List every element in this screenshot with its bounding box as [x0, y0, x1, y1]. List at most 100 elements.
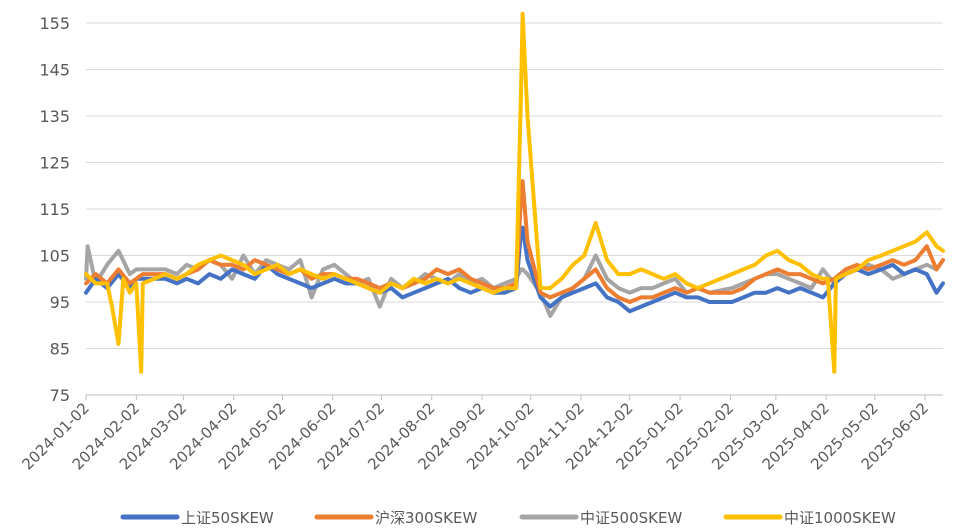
- data-point: [765, 292, 767, 294]
- x-axis: 2024-01-022024-02-022024-03-022024-04-02…: [18, 394, 943, 473]
- data-point: [142, 273, 144, 275]
- data-point: [903, 273, 905, 275]
- data-point: [867, 273, 869, 275]
- data-point: [142, 282, 144, 284]
- data-point: [470, 282, 472, 284]
- data-point: [629, 301, 631, 303]
- y-tick-label: 85: [50, 340, 70, 359]
- data-point: [640, 287, 642, 289]
- data-point: [186, 264, 188, 266]
- data-point: [492, 287, 494, 289]
- data-point: [242, 264, 244, 266]
- data-point: [617, 301, 620, 303]
- data-point: [447, 282, 449, 284]
- data-point: [197, 268, 199, 270]
- series-line-0: [84, 225, 945, 314]
- data-point: [401, 296, 404, 298]
- data-point: [299, 268, 301, 270]
- data-point: [549, 287, 551, 289]
- data-point: [651, 287, 654, 289]
- data-point: [311, 278, 313, 280]
- data-point: [424, 282, 426, 284]
- data-point: [822, 282, 824, 284]
- data-point: [135, 278, 137, 280]
- y-tick-label: 145: [39, 61, 70, 80]
- data-point: [629, 273, 631, 275]
- data-point: [95, 278, 97, 280]
- data-point: [504, 292, 506, 294]
- data-point: [822, 296, 824, 298]
- data-point: [539, 296, 542, 298]
- data-point: [799, 287, 801, 289]
- data-point: [106, 282, 108, 284]
- data-point: [311, 296, 313, 298]
- data-point: [914, 268, 917, 270]
- data-point: [197, 282, 199, 284]
- data-point: [220, 278, 222, 280]
- data-point: [345, 278, 347, 280]
- data-point: [85, 273, 87, 275]
- data-point: [572, 292, 574, 294]
- data-point: [617, 296, 620, 298]
- data-point: [436, 278, 438, 280]
- data-point: [583, 278, 585, 280]
- data-point: [799, 273, 801, 275]
- data-point: [742, 282, 745, 284]
- data-point: [697, 296, 699, 298]
- data-point: [481, 278, 483, 280]
- data-point: [629, 310, 631, 312]
- data-point: [522, 227, 524, 229]
- data-point: [880, 264, 882, 266]
- data-point: [663, 296, 665, 298]
- data-point: [606, 287, 608, 289]
- data-point: [583, 254, 585, 257]
- data-point: [276, 268, 279, 270]
- data-point: [549, 296, 551, 298]
- y-axis-tick-labels: 75 85 95 105 115 125 135 145 155: [39, 14, 70, 405]
- data-point: [640, 306, 642, 308]
- data-point: [390, 278, 392, 280]
- data-point: [231, 264, 233, 266]
- data-point: [288, 268, 290, 270]
- data-point: [129, 273, 131, 275]
- data-point: [345, 273, 347, 275]
- data-point: [776, 268, 779, 270]
- data-point: [356, 278, 358, 280]
- data-point: [640, 296, 642, 298]
- y-tick-label: 155: [39, 14, 70, 33]
- data-point: [606, 296, 608, 298]
- data-point: [663, 292, 665, 294]
- data-point: [299, 259, 301, 261]
- data-point: [481, 282, 483, 284]
- data-point: [903, 264, 905, 266]
- data-point: [708, 292, 710, 294]
- data-point: [176, 278, 178, 280]
- data-point: [220, 264, 222, 266]
- data-point: [674, 273, 676, 275]
- data-point: [333, 278, 335, 280]
- data-point: [470, 278, 472, 280]
- data-point: [663, 278, 665, 280]
- data-point: [458, 278, 460, 280]
- data-point: [135, 268, 137, 270]
- data-point: [526, 115, 529, 117]
- data-point: [106, 264, 108, 266]
- data-point: [367, 287, 369, 289]
- data-point: [822, 278, 824, 280]
- data-point: [164, 268, 167, 270]
- data-point: [685, 296, 688, 298]
- data-point: [458, 287, 460, 289]
- data-point: [617, 287, 620, 289]
- data-point: [401, 287, 404, 289]
- data-point: [754, 278, 756, 280]
- data-point: [85, 282, 87, 284]
- data-point: [539, 292, 542, 294]
- data-point: [845, 273, 847, 275]
- data-point: [572, 264, 574, 266]
- data-point: [186, 278, 188, 280]
- data-point: [651, 296, 654, 298]
- data-point: [810, 278, 813, 280]
- data-point: [492, 292, 494, 294]
- data-point: [197, 264, 199, 266]
